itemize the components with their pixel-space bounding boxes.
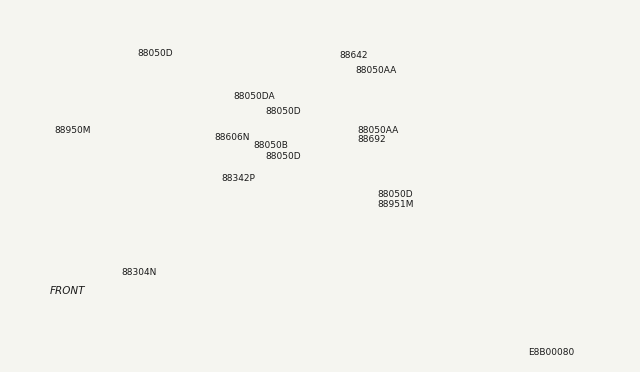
Text: E8B00080: E8B00080 — [528, 348, 574, 357]
Text: 88342P: 88342P — [221, 174, 255, 183]
Text: 88050DA: 88050DA — [234, 92, 275, 101]
Text: 88951M: 88951M — [378, 200, 414, 209]
Text: 88692: 88692 — [357, 135, 386, 144]
Text: 88606N: 88606N — [214, 133, 250, 142]
Text: 88642: 88642 — [339, 51, 368, 60]
Text: 88950M: 88950M — [54, 126, 91, 135]
Text: 88304N: 88304N — [122, 268, 157, 277]
Text: FRONT: FRONT — [49, 286, 84, 296]
Text: 88050AA: 88050AA — [355, 66, 396, 75]
Text: 88050B: 88050B — [253, 141, 288, 150]
Text: 88050D: 88050D — [138, 49, 173, 58]
Text: 88050D: 88050D — [378, 190, 413, 199]
Text: 88050AA: 88050AA — [357, 126, 398, 135]
Text: 88050D: 88050D — [266, 107, 301, 116]
Text: 88050D: 88050D — [266, 153, 301, 161]
